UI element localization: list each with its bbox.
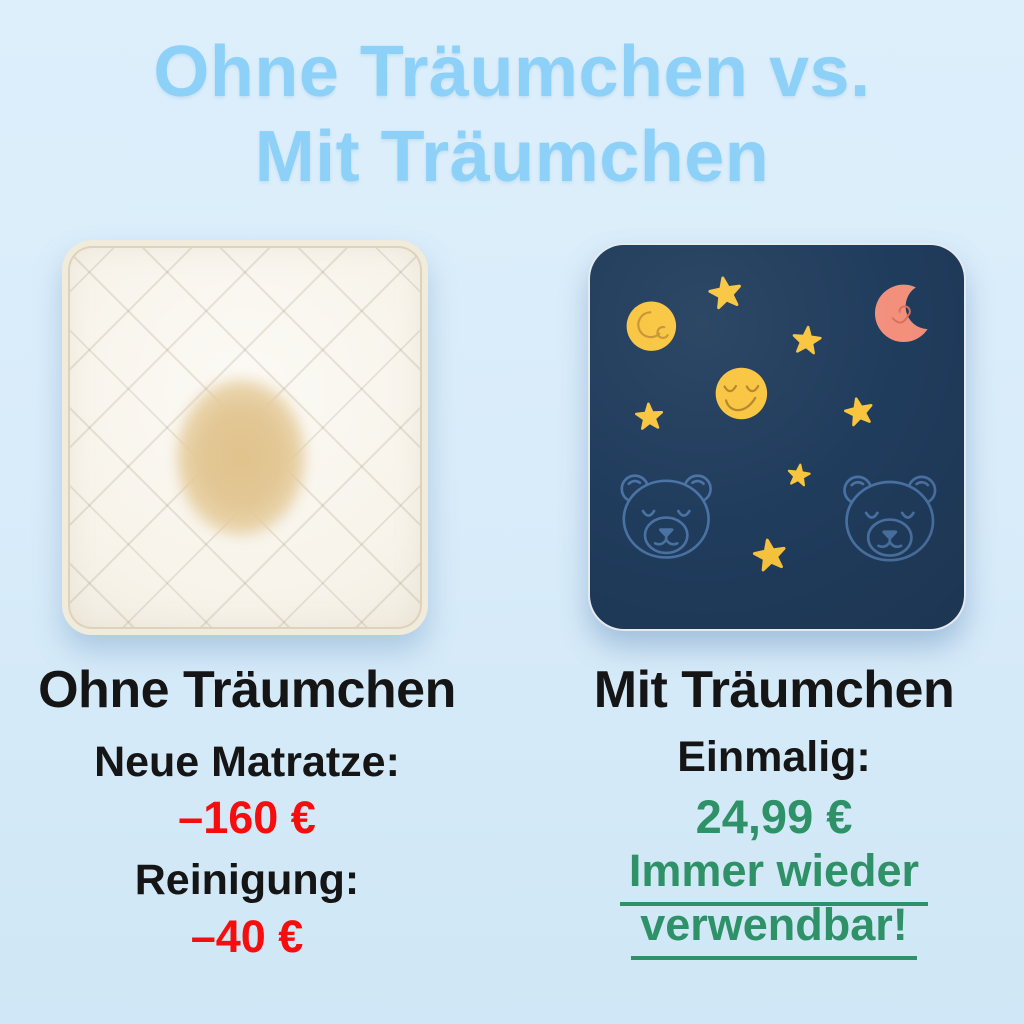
- left-cost-label-1: Neue Matratze:: [94, 738, 400, 786]
- night-mat-image: [588, 243, 966, 631]
- right-note-line-1-text: Immer wieder: [619, 845, 929, 906]
- star-icon: [791, 324, 823, 355]
- right-heading: Mit Träumchen: [593, 661, 955, 719]
- right-note-line-2: verwendbar!: [524, 899, 1024, 960]
- full-moon-icon: [626, 301, 677, 351]
- page-title: Ohne Träumchen vs. Mit Träumchen: [0, 30, 1024, 200]
- left-cost-value-1: –160 €: [178, 792, 316, 843]
- night-mat-pattern: [620, 273, 937, 573]
- bear-face-icon: [843, 475, 937, 562]
- star-icon: [841, 394, 876, 428]
- left-cost-label-2: Reinigung:: [134, 856, 360, 904]
- right-note-line-1: Immer wieder: [524, 845, 1024, 906]
- left-heading: Ohne Träumchen: [38, 661, 456, 719]
- right-note-line-2-text: verwendbar!: [631, 899, 917, 960]
- page-title-line-2: Mit Träumchen: [254, 116, 770, 197]
- left-cost-value-2: –40 €: [190, 911, 304, 962]
- star-icon: [751, 536, 789, 573]
- stained-mattress-image: [62, 240, 428, 635]
- mattress-stain: [146, 342, 337, 572]
- star-icon: [706, 273, 745, 311]
- crescent-moon-icon: [874, 284, 933, 343]
- sleeping-face-icon: [715, 367, 768, 420]
- right-cost-value: 24,99 €: [695, 790, 853, 843]
- page-title-line-1: Ohne Träumchen vs.: [153, 32, 871, 112]
- bear-face-icon: [620, 474, 712, 559]
- star-icon: [634, 401, 665, 431]
- right-cost-label: Einmalig:: [677, 733, 871, 781]
- star-icon: [786, 462, 812, 487]
